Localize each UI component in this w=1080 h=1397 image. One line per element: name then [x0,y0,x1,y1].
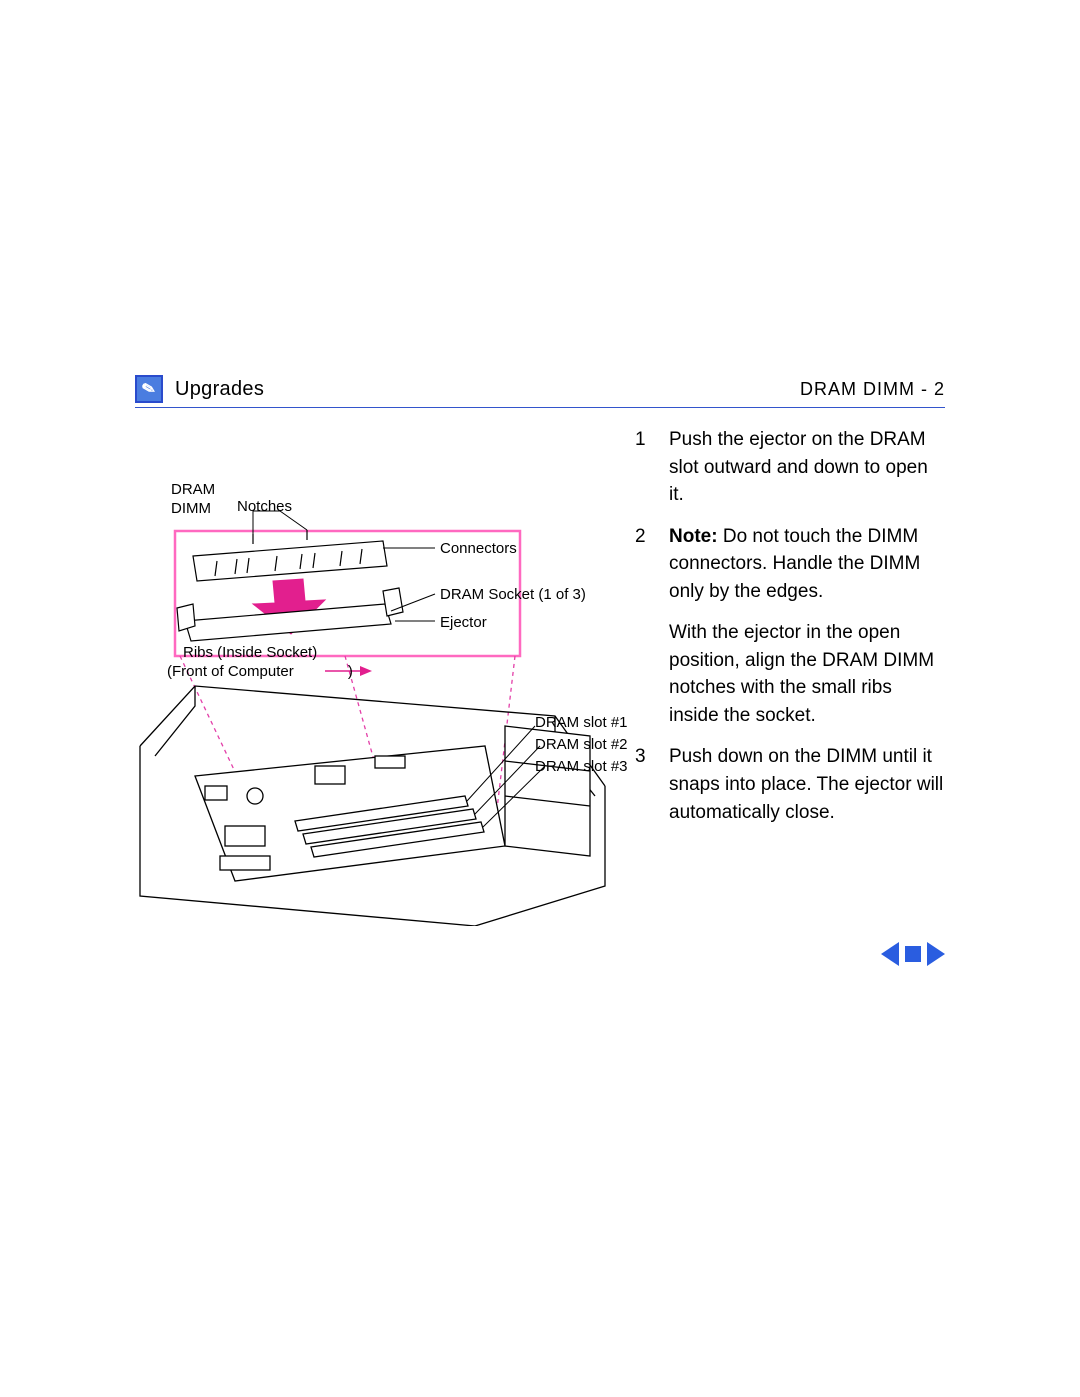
tool-icon: ✎ [135,375,163,403]
body-row: DRAMDIMM Notches Connectors DRAM Socket … [135,426,945,926]
label-connectors: Connectors [440,540,517,559]
label-notches: Notches [237,498,292,517]
header-left: ✎ Upgrades [135,375,264,403]
nav-controls [881,942,945,966]
page-header: ✎ Upgrades DRAM DIMM - 2 [135,375,945,408]
dimm-module [193,530,387,581]
step-text: Note: Do not touch the DIMM connectors. … [669,523,945,606]
label-socket: DRAM Socket (1 of 3) [440,586,586,605]
label-dram: DRAMDIMM [171,481,215,519]
step-number: 2 [635,523,653,606]
section-title: Upgrades [175,378,264,401]
page-content: ✎ Upgrades DRAM DIMM - 2 [135,375,945,926]
tool-icon-glyph: ✎ [140,378,158,401]
label-ribs: Ribs (Inside Socket) [183,644,317,663]
step-text: Push down on the DIMM until it snaps int… [669,743,945,826]
label-front: (Front of Computer ) [167,663,353,682]
label-slot2: DRAM slot #2 [535,736,628,755]
step-1: 1 Push the ejector on the DRAM slot outw… [635,426,945,509]
step-2-paragraph: With the ejector in the open position, a… [669,619,945,729]
diagram-column: DRAMDIMM Notches Connectors DRAM Socket … [135,426,615,926]
page-title: DRAM DIMM - 2 [800,379,945,400]
nav-prev-icon[interactable] [881,942,899,966]
label-slot1: DRAM slot #1 [535,714,628,733]
step-number: 3 [635,743,653,826]
nav-stop-icon[interactable] [905,946,921,962]
step-number: 1 [635,426,653,509]
note-bold: Note: [669,526,718,547]
step-2: 2 Note: Do not touch the DIMM connectors… [635,523,945,606]
step-text: Push the ejector on the DRAM slot outwar… [669,426,945,509]
label-ejector: Ejector [440,614,487,633]
nav-next-icon[interactable] [927,942,945,966]
step-3: 3 Push down on the DIMM until it snaps i… [635,743,945,826]
steps-column: 1 Push the ejector on the DRAM slot outw… [635,426,945,926]
label-slot3: DRAM slot #3 [535,758,628,777]
